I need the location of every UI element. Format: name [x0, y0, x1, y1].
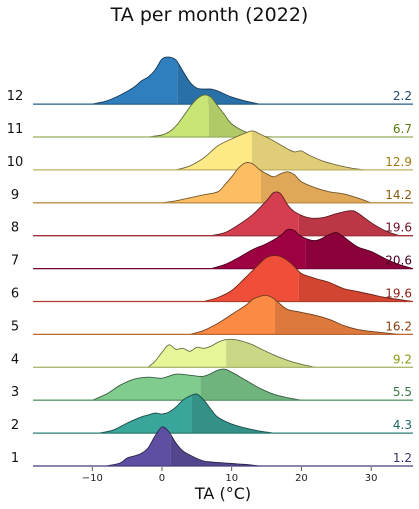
ridges-group: 12 2.211 6.710 12.99 14.28 19.67 20.66 19.65 16.… — [7, 56, 414, 467]
ridge-area-right-6 — [298, 271, 413, 302]
ridge-month-12: 12 2.2 — [7, 56, 413, 105]
month-label-12: 12 — [7, 89, 24, 104]
ridge-month-8: 8 19.6 — [11, 191, 413, 237]
ridge-month-1: 1 1.2 — [11, 426, 413, 467]
x-tick-label-2: 10 — [225, 473, 238, 484]
month-label-3: 3 — [11, 385, 19, 400]
ridge-month-9: 9 14.2 — [11, 162, 413, 204]
mean-label-8: 19.6 — [385, 221, 412, 235]
ridge-month-11: 11 6.7 — [7, 94, 413, 138]
mean-label-4: 9.2 — [393, 352, 412, 366]
x-axis: −10 0 10 20 30 — [82, 467, 378, 484]
ridge-area-right-12 — [177, 61, 260, 105]
ridge-area-left-9 — [161, 162, 261, 203]
month-label-7: 7 — [11, 254, 19, 269]
ridge-area-right-1 — [170, 433, 260, 466]
month-label-5: 5 — [11, 319, 19, 334]
ridge-area-right-2 — [191, 393, 274, 434]
x-axis-title: TA (°C) — [194, 484, 251, 503]
ridge-outline-6 — [203, 255, 414, 302]
mean-label-1: 1.2 — [393, 451, 412, 465]
mean-label-12: 2.2 — [393, 89, 412, 103]
ridge-area-left-12 — [92, 57, 178, 105]
ridge-month-3: 3 5.5 — [11, 368, 413, 401]
mean-label-7: 20.6 — [385, 254, 412, 268]
ridge-outline-12 — [92, 56, 260, 105]
ridge-area-right-3 — [200, 369, 302, 401]
month-label-9: 9 — [11, 188, 19, 203]
ridge-month-6: 6 19.6 — [11, 255, 414, 303]
ridge-outline-8 — [210, 191, 400, 237]
ridge-area-right-9 — [261, 170, 372, 203]
month-label-2: 2 — [11, 418, 19, 433]
ridge-area-left-8 — [210, 191, 299, 236]
ridge-outline-11 — [147, 94, 274, 138]
mean-label-3: 5.5 — [393, 385, 412, 399]
month-label-1: 1 — [11, 451, 19, 466]
ridge-month-4: 4 9.2 — [11, 338, 413, 368]
ridge-month-5: 5 16.2 — [11, 294, 413, 336]
month-label-11: 11 — [7, 122, 24, 137]
ridge-area-left-3 — [92, 374, 201, 401]
x-tick-label-3: 20 — [295, 473, 308, 484]
ridge-outline-1 — [106, 426, 260, 467]
ridge-area-right-10 — [251, 130, 365, 170]
ridge-area-right-7 — [305, 232, 413, 269]
ridge-outline-4 — [147, 338, 316, 368]
mean-label-11: 6.7 — [393, 122, 412, 136]
x-tick-label-1: 0 — [159, 473, 165, 484]
mean-label-9: 14.2 — [385, 188, 412, 202]
ridge-area-left-6 — [203, 255, 299, 302]
ridge-area-right-8 — [298, 210, 400, 236]
x-tick-label-0: −10 — [82, 473, 103, 484]
ridge-area-left-1 — [106, 426, 171, 466]
ridge-area-right-5 — [274, 299, 400, 335]
ridge-outline-2 — [99, 393, 274, 434]
ridge-outline-3 — [92, 368, 302, 401]
ridge-area-left-10 — [175, 130, 252, 170]
ridge-outline-9 — [161, 162, 372, 204]
ridge-month-10: 10 12.9 — [7, 130, 413, 171]
ridge-area-left-2 — [99, 395, 192, 434]
month-label-8: 8 — [11, 221, 19, 236]
mean-label-6: 19.6 — [385, 287, 412, 301]
ridge-area-left-11 — [148, 94, 209, 137]
ridge-area-right-11 — [208, 95, 274, 137]
month-label-6: 6 — [11, 287, 19, 302]
ridge-month-2: 2 4.3 — [11, 393, 413, 434]
ridge-outline-10 — [175, 130, 365, 171]
ridge-area-right-4 — [226, 339, 316, 368]
month-label-4: 4 — [11, 352, 19, 367]
mean-label-5: 16.2 — [385, 319, 412, 333]
ridge-outline-7 — [210, 228, 414, 270]
month-label-10: 10 — [7, 155, 24, 170]
ridge-outline-5 — [189, 294, 400, 335]
mean-label-2: 4.3 — [393, 418, 412, 432]
ridge-area-left-4 — [148, 339, 227, 368]
mean-label-10: 12.9 — [385, 155, 412, 169]
ridge-area-left-5 — [189, 295, 275, 335]
x-tick-label-4: 30 — [365, 473, 378, 484]
chart-title: TA per month (2022) — [110, 4, 309, 26]
